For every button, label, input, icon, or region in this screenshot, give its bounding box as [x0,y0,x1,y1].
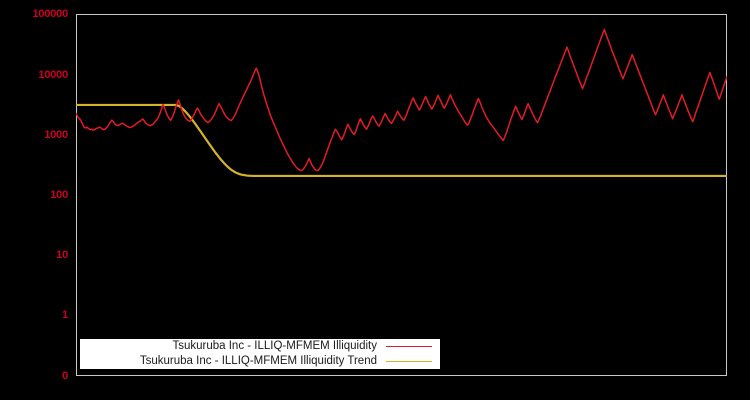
y-axis-tick-10000: 10000 [38,69,68,81]
y-axis-tick-0: 0 [62,370,68,382]
legend-label-illiquidity-trend: Tsukuruba Inc - ILLIQ-MFMEM Illiquidity … [139,355,377,367]
series-line-illiquidity [76,28,727,172]
y-axis-tick-1000: 1000 [44,129,68,141]
legend-swatch-illiquidity-trend [386,361,432,362]
legend-item-illiquidity-trend: Tsukuruba Inc - ILLIQ-MFMEM Illiquidity … [80,354,434,369]
legend-label-illiquidity: Tsukuruba Inc - ILLIQ-MFMEM Illiquidity [172,340,377,352]
plot-series-canvas [76,28,727,178]
chart-legend: Tsukuruba Inc - ILLIQ-MFMEM Illiquidity … [80,339,440,369]
plot-frame [76,14,727,376]
y-axis-tick-100: 100 [50,189,68,201]
y-axis-tick-10: 10 [56,249,68,261]
legend-item-illiquidity: Tsukuruba Inc - ILLIQ-MFMEM Illiquidity [80,339,434,354]
y-axis-tick-1: 1 [62,309,68,321]
series-line-illiquidity-trend [76,103,727,178]
legend-swatch-illiquidity [386,346,432,347]
y-axis-tick-100000: 100000 [32,8,68,20]
